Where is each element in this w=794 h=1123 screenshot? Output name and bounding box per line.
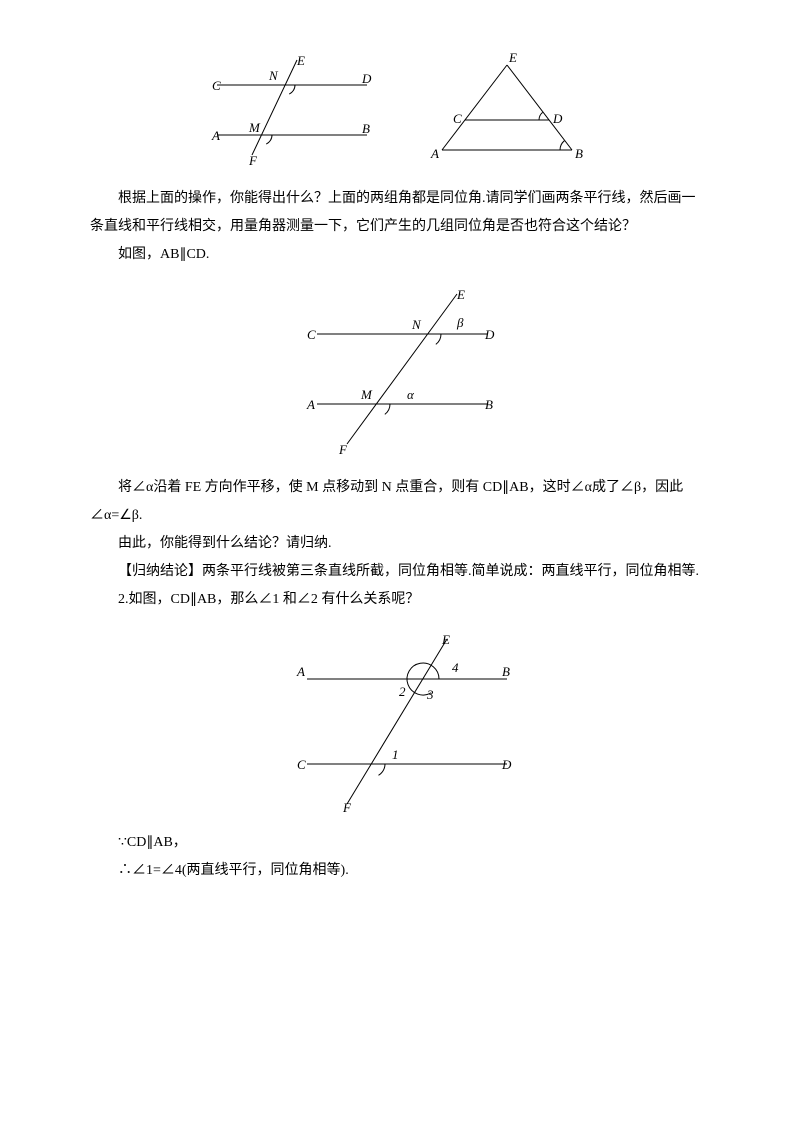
svg-text:C: C	[307, 327, 316, 342]
svg-text:A: A	[306, 397, 315, 412]
paragraph-2: 如图，AB∥CD.	[90, 241, 704, 269]
svg-text:C: C	[212, 78, 221, 93]
top-diagrams-row: C D A B E F N M E C D A B	[90, 50, 704, 170]
paragraph-5: 【归纳结论】两条平行线被第三条直线所截，同位角相等.简单说成：两直线平行，同位角…	[90, 558, 704, 586]
svg-text:D: D	[484, 327, 495, 342]
paragraph-4: 由此，你能得到什么结论？请归纳.	[90, 530, 704, 558]
svg-text:3: 3	[426, 687, 434, 702]
svg-text:E: E	[508, 50, 517, 65]
svg-text:E: E	[456, 287, 465, 302]
svg-text:A: A	[430, 146, 439, 161]
svg-text:B: B	[575, 146, 583, 161]
svg-text:E: E	[296, 53, 305, 68]
svg-text:M: M	[360, 387, 373, 402]
svg-text:F: F	[248, 153, 258, 168]
svg-text:D: D	[361, 71, 372, 86]
svg-text:B: B	[485, 397, 493, 412]
svg-text:β: β	[456, 315, 464, 330]
paragraph-1: 根据上面的操作，你能得出什么？上面的两组角都是同位角.请同学们画两条平行线，然后…	[90, 185, 704, 241]
svg-text:M: M	[248, 120, 261, 135]
diagram-3: C D A B E F N Mα β	[267, 279, 527, 459]
svg-text:E: E	[441, 632, 450, 647]
svg-text:N: N	[411, 317, 422, 332]
svg-text:A: A	[211, 128, 220, 143]
svg-text:2: 2	[399, 684, 406, 699]
diagram-2: E C D A B	[417, 50, 597, 170]
paragraph-8: ∴∠1=∠4(两直线平行，同位角相等).	[90, 857, 704, 885]
paragraph-6: 2.如图，CD∥AB，那么∠1 和∠2 有什么关系呢？	[90, 586, 704, 614]
diagram-3-wrap: C D A B E F N Mα β	[90, 279, 704, 459]
svg-text:1: 1	[392, 747, 399, 762]
svg-text:C: C	[453, 111, 462, 126]
svg-text:B: B	[362, 121, 370, 136]
paragraph-3: 将∠α沿着 FE 方向作平移，使 M 点移动到 N 点重合，则有 CD∥AB，这…	[90, 474, 704, 530]
diagram-4: A B C D E F 1 2 3 4	[267, 624, 527, 814]
diagram-1: C D A B E F N M	[197, 50, 377, 170]
svg-text:F: F	[338, 442, 348, 457]
svg-text:N: N	[268, 68, 279, 83]
svg-text:D: D	[501, 757, 512, 772]
svg-text:C: C	[297, 757, 306, 772]
svg-text:D: D	[552, 111, 563, 126]
svg-text:α: α	[407, 387, 415, 402]
svg-text:4: 4	[452, 660, 459, 675]
diagram-4-wrap: A B C D E F 1 2 3 4	[90, 624, 704, 814]
svg-text:F: F	[342, 800, 352, 814]
svg-text:A: A	[296, 664, 305, 679]
svg-text:B: B	[502, 664, 510, 679]
paragraph-7: ∵CD∥AB，	[90, 829, 704, 857]
